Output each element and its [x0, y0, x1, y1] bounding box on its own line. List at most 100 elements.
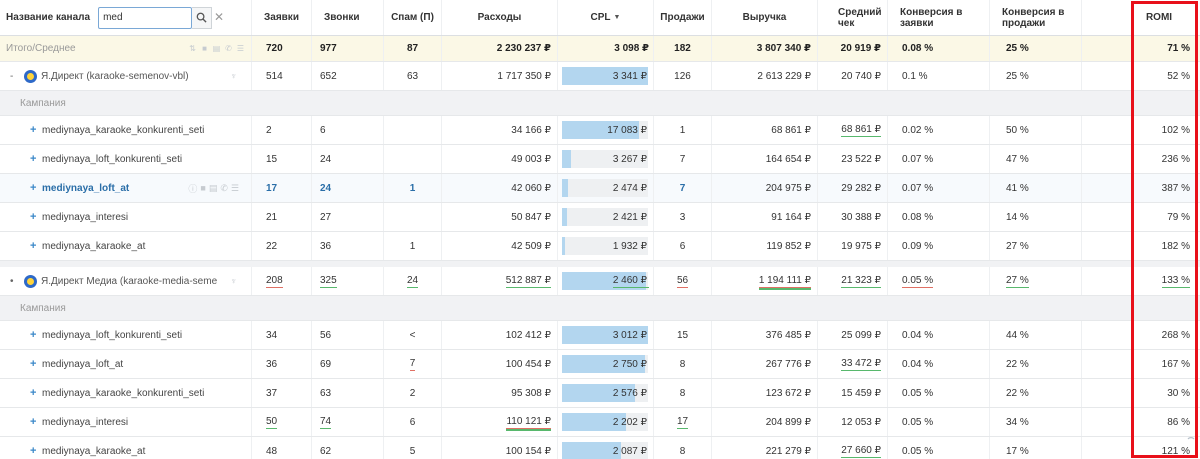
header-konv-prodazhi[interactable]: Конверсия в продажи [990, 0, 1082, 35]
header-name-label[interactable]: Название канала [6, 12, 91, 23]
chart-icon[interactable]: ▤ [208, 182, 218, 193]
header-cpl[interactable]: CPL ▼ [558, 0, 654, 35]
account-name[interactable]: Я.Директ (karaoke-semenov-vbl) [41, 70, 189, 82]
campaign-row[interactable]: + mediynaya_interesi 50 74 6 110 121 ₽ 2 … [0, 408, 1200, 437]
campaign-konv-zayavki: 0.08 % [888, 203, 990, 231]
campaign-rashody: 49 003 ₽ [442, 145, 558, 173]
pin-icon[interactable]: ♆ [230, 71, 237, 81]
campaign-chek: 33 472 ₽ [818, 350, 888, 378]
campaign-row[interactable]: + mediynaya_loft_at 36 69 7 100 454 ₽ 2 7… [0, 350, 1200, 379]
header-spam[interactable]: Спам (П) [384, 0, 442, 35]
account-zvonki-value: 325 [320, 274, 337, 288]
campaign-konv-zayavki: 0.05 % [888, 408, 990, 436]
cpl-value: 1 932 ₽ [612, 240, 647, 252]
campaign-romi: 236 % [1161, 153, 1190, 165]
campaign-konv-zayavki: 0.05 % [888, 437, 990, 459]
plus-icon[interactable]: + [30, 124, 37, 136]
campaign-name[interactable]: mediynaya_karaoke_konkurenti_seti [42, 124, 205, 136]
campaign-chek-value: 27 660 ₽ [841, 444, 881, 458]
campaign-zayavki: 17 [252, 174, 312, 202]
chart-icon[interactable]: ▤ [212, 44, 221, 53]
campaign-name-cell: + mediynaya_karaoke_konkurenti_seti [0, 379, 252, 407]
campaign-name-cell: + mediynaya_loft_konkurenti_seti [0, 145, 252, 173]
header-vyruchka[interactable]: Выручка [712, 0, 818, 35]
clear-search-button[interactable]: ✕ [212, 7, 226, 29]
campaign-vyruchka: 164 654 ₽ [712, 145, 818, 173]
campaign-row[interactable]: + mediynaya_interesi 21 27 50 847 ₽ 2 421… [0, 203, 1200, 232]
campaign-name[interactable]: mediynaya_loft_konkurenti_seti [42, 153, 183, 165]
account-rashody-value: 512 887 ₽ [505, 274, 551, 288]
campaign-name[interactable]: mediynaya_karaoke_at [42, 240, 146, 252]
phone-icon[interactable]: ✆ [225, 44, 232, 53]
campaign-row[interactable]: + mediynaya_loft_konkurenti_seti 34 56 < … [0, 321, 1200, 350]
header-rashody[interactable]: Расходы [442, 0, 558, 35]
campaign-row[interactable]: + mediynaya_karaoke_at 22 36 1 42 509 ₽ 1… [0, 232, 1200, 261]
header-romi[interactable]: ROMI [1145, 12, 1173, 23]
plus-icon[interactable]: + [30, 240, 37, 252]
campaign-rashody: 110 121 ₽ [442, 408, 558, 436]
filter-icon[interactable]: ■ [200, 183, 206, 193]
list-icon[interactable]: ☰ [230, 182, 239, 193]
campaign-row[interactable]: + mediynaya_karaoke_konkurenti_seti 37 63… [0, 379, 1200, 408]
campaign-row[interactable]: + mediynaya_karaoke_konkurenti_seti 2 6 3… [0, 116, 1200, 145]
campaign-row-hovered[interactable]: + mediynaya_loft_at ⓘ ■ ▤ ✆ ☰ 17 24 1 42 … [0, 174, 1200, 203]
campaign-rashody: 95 308 ₽ [442, 379, 558, 407]
collapse-toggle[interactable]: - [10, 70, 14, 82]
header-prodazhi[interactable]: Продажи [654, 0, 712, 35]
campaign-name[interactable]: mediynaya_karaoke_konkurenti_seti [42, 387, 205, 399]
plus-icon[interactable]: + [30, 329, 37, 341]
campaign-zvonki-value: 74 [320, 415, 332, 429]
plus-icon[interactable]: + [30, 445, 37, 457]
sort-icon[interactable]: ⇅ [189, 44, 196, 53]
scroll-indicator-icon[interactable] [1186, 436, 1196, 446]
account-prodazhi: 56 [654, 267, 712, 295]
plus-icon[interactable]: + [30, 358, 37, 370]
campaign-romi: 387 % [1161, 182, 1190, 194]
plus-icon[interactable]: + [30, 182, 37, 194]
campaign-chek: 29 282 ₽ [818, 174, 888, 202]
campaign-konv-zayavki: 0.07 % [888, 145, 990, 173]
campaign-chek-value: 68 861 ₽ [841, 123, 881, 137]
campaign-zvonki: 62 [312, 437, 384, 459]
campaign-prodazhi: 7 [654, 145, 712, 173]
account-name[interactable]: Я.Директ Медиа (karaoke-media-semen [41, 275, 217, 287]
account-konv-zayavki-value: 0.05 % [902, 274, 934, 288]
pin-icon[interactable]: ♆ [230, 276, 237, 286]
search-button[interactable] [192, 6, 213, 29]
account-zvonki: 652 [312, 62, 384, 90]
account-row[interactable]: • Я.Директ Медиа (karaoke-media-semen ♆ … [0, 267, 1200, 296]
account-row[interactable]: - Я.Директ (karaoke-semenov-vbl) ♆ 514 6… [0, 62, 1200, 91]
list-icon[interactable]: ☰ [236, 44, 245, 53]
campaign-section-label: Кампания [20, 302, 66, 314]
campaign-vyruchka: 267 776 ₽ [712, 350, 818, 378]
collapse-toggle[interactable]: • [10, 275, 14, 287]
info-icon[interactable]: ⓘ [188, 183, 198, 194]
header-konv-zayavki[interactable]: Конверсия в заявки [888, 0, 990, 35]
plus-icon[interactable]: + [30, 387, 37, 399]
campaign-zayavki-link[interactable]: 17 [266, 182, 278, 194]
campaign-row[interactable]: + mediynaya_loft_konkurenti_seti 15 24 49… [0, 145, 1200, 174]
plus-icon[interactable]: + [30, 153, 37, 165]
campaign-spam-link[interactable]: 1 [409, 182, 416, 194]
campaign-name[interactable]: mediynaya_interesi [42, 416, 129, 428]
campaign-name[interactable]: mediynaya_loft_at [42, 182, 130, 194]
plus-icon[interactable]: + [30, 416, 37, 428]
plus-icon[interactable]: + [30, 211, 37, 223]
total-konv-prodazhi: 25 % [990, 36, 1082, 61]
campaign-name[interactable]: mediynaya_interesi [42, 211, 129, 223]
account-vyruchka: 1 194 111 ₽ [712, 267, 818, 295]
campaign-name[interactable]: mediynaya_karaoke_at [42, 445, 146, 457]
phone-icon[interactable]: ✆ [220, 182, 228, 193]
header-zvonki[interactable]: Звонки [312, 0, 384, 35]
campaign-name[interactable]: mediynaya_loft_at [42, 358, 124, 370]
campaign-name[interactable]: mediynaya_loft_konkurenti_seti [42, 329, 183, 341]
search-input[interactable] [98, 6, 193, 29]
cpl-value: 2 750 ₽ [612, 358, 647, 370]
header-zayavki[interactable]: Заявки [252, 0, 312, 35]
filter-icon[interactable]: ■ [202, 44, 207, 53]
header-chek[interactable]: Средний чек [818, 0, 888, 35]
campaign-prodazhi-link[interactable]: 7 [679, 182, 686, 194]
cpl-bar-track [562, 150, 648, 168]
campaign-row[interactable]: + mediynaya_karaoke_at 48 62 5 100 154 ₽ … [0, 437, 1200, 459]
campaign-zvonki-link[interactable]: 24 [320, 182, 332, 194]
